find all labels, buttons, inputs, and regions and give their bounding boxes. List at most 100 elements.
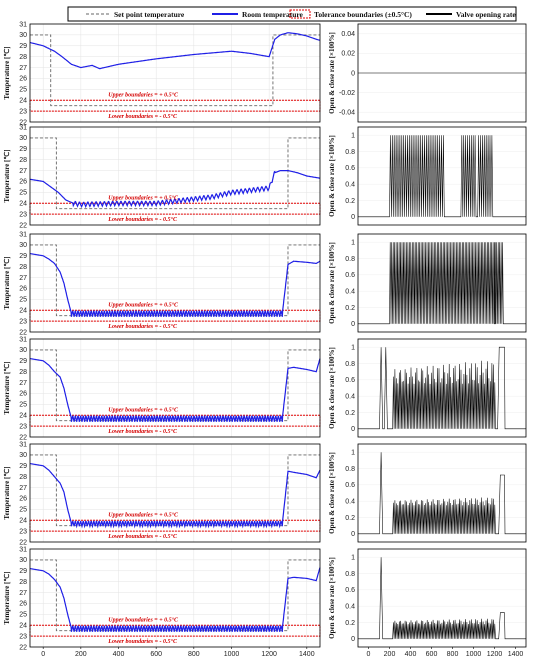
x-tick-label: 1200 [487,651,503,656]
y-tick-label: 26 [19,286,27,293]
y-axis-label: Temperature [℃] [3,571,11,624]
x-tick-label: 1400 [508,651,524,656]
temperature-panel-5: 22 23 24 25 26 27 28 29 30 31 Upper boundaries = +… [3,441,321,546]
plot-frame [357,23,527,123]
y-tick-label: 0.4 [345,393,355,400]
y-tick-label: 1 [351,344,355,351]
plot-frame [357,233,527,333]
y-tick-label: 0.2 [345,305,355,312]
y-tick-label: 22 [19,644,27,651]
y-tick-label: 0.8 [345,571,355,578]
valve-opening-line [358,135,526,218]
valve-panel-3: 0 0.2 0.4 0.6 0.8 1 Open & close rate [×100%] [328,233,527,333]
y-tick-label: 26 [19,601,27,608]
y-tick-label: 0.4 [345,498,355,505]
x-tick-label: 200 [75,651,87,656]
legend-frame [67,6,517,22]
y-tick-label: 0.8 [345,149,355,156]
y-tick-label: 29 [19,358,27,365]
plot-frame [357,338,527,438]
y-tick-label: 25 [19,297,27,304]
y-tick-label: 31 [19,231,27,238]
x-tick-label: 400 [405,651,417,656]
y-tick-label: 28 [19,157,27,164]
y-tick-label: 0.4 [345,603,355,610]
lower-boundary-label: Lower boundaries = - 0.5°C [107,428,178,435]
legend-tolerance-swatch [289,9,311,19]
x-tick-label: 400 [113,651,125,656]
y-tick-label: 0 [351,321,355,328]
temperature-panel-3: 22 23 24 25 26 27 28 29 30 31 Upper boundaries = +… [3,231,321,336]
y-tick-label: 0.04 [341,31,355,38]
y-tick-label: 23 [19,423,27,430]
x-tick-label: 800 [188,651,200,656]
plot-frame [29,548,321,648]
y-tick-label: 30 [19,135,27,142]
y-tick-label: 0.2 [345,410,355,417]
y-tick-label: 0 [351,214,355,221]
y-tick-label: 24 [19,308,27,315]
room-temperature-line [29,567,321,632]
x-tick-label: 600 [426,651,438,656]
y-tick-label: 1 [351,132,355,139]
y-tick-label: 28 [19,579,27,586]
panels: 22 23 24 25 26 27 28 29 30 31 Upper boundaries = +… [3,21,527,656]
y-tick-label: 0.02 [341,51,355,58]
plot-frame [29,233,321,333]
y-axis-label: Open & close rate [×100%] [328,135,336,217]
legend: Set point temperature Room temperature T… [67,6,517,22]
legend-setpoint-label: Set point temperature [114,10,185,19]
lower-boundary-label: Lower boundaries = - 0.5°C [107,533,178,540]
y-tick-label: 27 [19,168,27,175]
plot-frame [29,443,321,543]
upper-boundary-label: Upper boundaries = + 0.5°C [108,406,179,413]
plot-frame [29,23,321,123]
y-tick-label: 0.4 [345,181,355,188]
y-tick-label: 24 [19,98,27,105]
upper-boundary-label: Upper boundaries = + 0.5°C [108,616,179,623]
valve-opening-line [358,557,526,640]
y-tick-label: 27 [19,590,27,597]
legend-valve-label: Valve opening rate [456,10,516,19]
y-tick-label: 0.4 [345,288,355,295]
y-tick-label: 26 [19,391,27,398]
y-axis-label: Open & close rate [×100%] [328,557,336,639]
lower-boundary-label: Lower boundaries = - 0.5°C [107,113,178,120]
x-tick-label: 200 [384,651,396,656]
valve-panel-5: 0 0.2 0.4 0.6 0.8 1 Open & close rate [×100%] [328,443,527,543]
y-tick-label: 29 [19,43,27,50]
y-tick-label: 24 [19,201,27,208]
y-tick-label: 0 [351,426,355,433]
y-tick-label: 0.8 [345,256,355,263]
y-tick-label: 31 [19,124,27,131]
y-tick-label: -0.02 [339,90,355,97]
y-tick-label: 25 [19,402,27,409]
y-tick-label: 0.6 [345,587,355,594]
legend-tolerance-label: Tolerance boundaries (±0.5°C) [314,10,412,19]
x-tick-label: 1000 [224,651,240,656]
y-axis-label: Open & close rate [×100%] [328,32,336,114]
y-tick-label: 25 [19,507,27,514]
x-tick-label: 1400 [299,651,315,656]
plot-frame [357,548,527,648]
y-axis-label: Open & close rate [×100%] [328,452,336,534]
valve-panel-4: 0 0.2 0.4 0.6 0.8 1 Open & close rate [×100%] [328,338,527,438]
temperature-panel-6: 22 23 24 25 26 27 28 29 30 31 Upper boundaries = +… [3,546,321,656]
y-tick-label: 29 [19,463,27,470]
y-tick-label: 0.2 [345,515,355,522]
y-tick-label: 31 [19,21,27,28]
y-tick-label: 26 [19,179,27,186]
y-tick-label: 28 [19,264,27,271]
y-tick-label: 27 [19,275,27,282]
y-tick-label: 29 [19,146,27,153]
setpoint-line [30,34,320,107]
y-tick-label: 26 [19,496,27,503]
y-axis-label: Temperature [℃] [3,256,11,309]
valve-opening-line [358,242,526,325]
y-tick-label: 30 [19,557,27,564]
y-tick-label: 30 [19,242,27,249]
room-temperature-line [29,253,321,317]
y-tick-label: 0 [351,636,355,643]
y-tick-label: 1 [351,239,355,246]
